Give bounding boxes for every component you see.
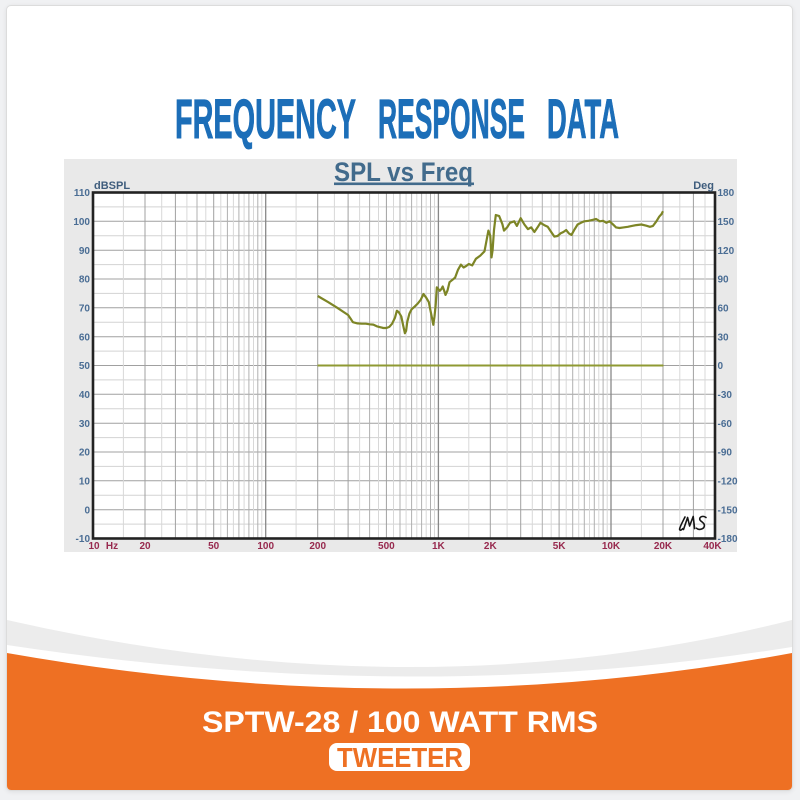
svg-text:120: 120 [718,246,735,257]
svg-text:70: 70 [79,304,91,315]
svg-text:-120: -120 [718,477,738,488]
svg-text:60: 60 [79,332,91,343]
svg-text:150: 150 [718,217,735,228]
svg-text:90: 90 [718,275,730,286]
svg-text:DATA: DATA [547,87,619,150]
svg-text:80: 80 [79,275,91,286]
svg-text:-60: -60 [718,419,733,430]
svg-text:2K: 2K [484,541,498,552]
svg-text:-10: -10 [76,534,91,545]
svg-text:20K: 20K [654,541,673,552]
svg-text:50: 50 [79,361,91,372]
svg-text:30: 30 [718,332,730,343]
svg-text:-30: -30 [718,390,733,401]
svg-text:20: 20 [79,448,91,459]
svg-text:Hz: Hz [106,541,118,552]
svg-text:SPL vs Freq: SPL vs Freq [334,157,473,187]
svg-text:10: 10 [88,541,100,552]
svg-text:110: 110 [74,188,91,199]
svg-text:-180: -180 [718,534,738,545]
svg-text:40K: 40K [703,541,722,552]
svg-text:90: 90 [79,246,91,257]
svg-text:60: 60 [718,304,730,315]
svg-text:20: 20 [139,541,151,552]
svg-text:180: 180 [718,188,735,199]
svg-text:40: 40 [79,390,91,401]
svg-text:1K: 1K [432,541,446,552]
svg-text:100: 100 [73,217,90,228]
svg-text:200: 200 [309,541,326,552]
svg-text:Deg: Deg [693,180,714,192]
svg-text:5K: 5K [553,541,567,552]
svg-text:0: 0 [718,361,724,372]
svg-text:-90: -90 [718,448,733,459]
svg-text:10K: 10K [602,541,621,552]
svg-text:SPTW-28 / 100 WATT RMS: SPTW-28 / 100 WATT RMS [202,706,598,739]
svg-text:500: 500 [378,541,395,552]
svg-text:100: 100 [257,541,274,552]
svg-text:50: 50 [208,541,220,552]
svg-text:0: 0 [84,505,90,516]
svg-text:10: 10 [79,477,91,488]
svg-text:TWEETER: TWEETER [337,742,463,773]
svg-text:30: 30 [79,419,91,430]
svg-text:FREQUENCY: FREQUENCY [175,87,356,150]
svg-text:RESPONSE: RESPONSE [378,87,525,150]
svg-text:dBSPL: dBSPL [94,180,130,192]
svg-text:-150: -150 [718,505,738,516]
